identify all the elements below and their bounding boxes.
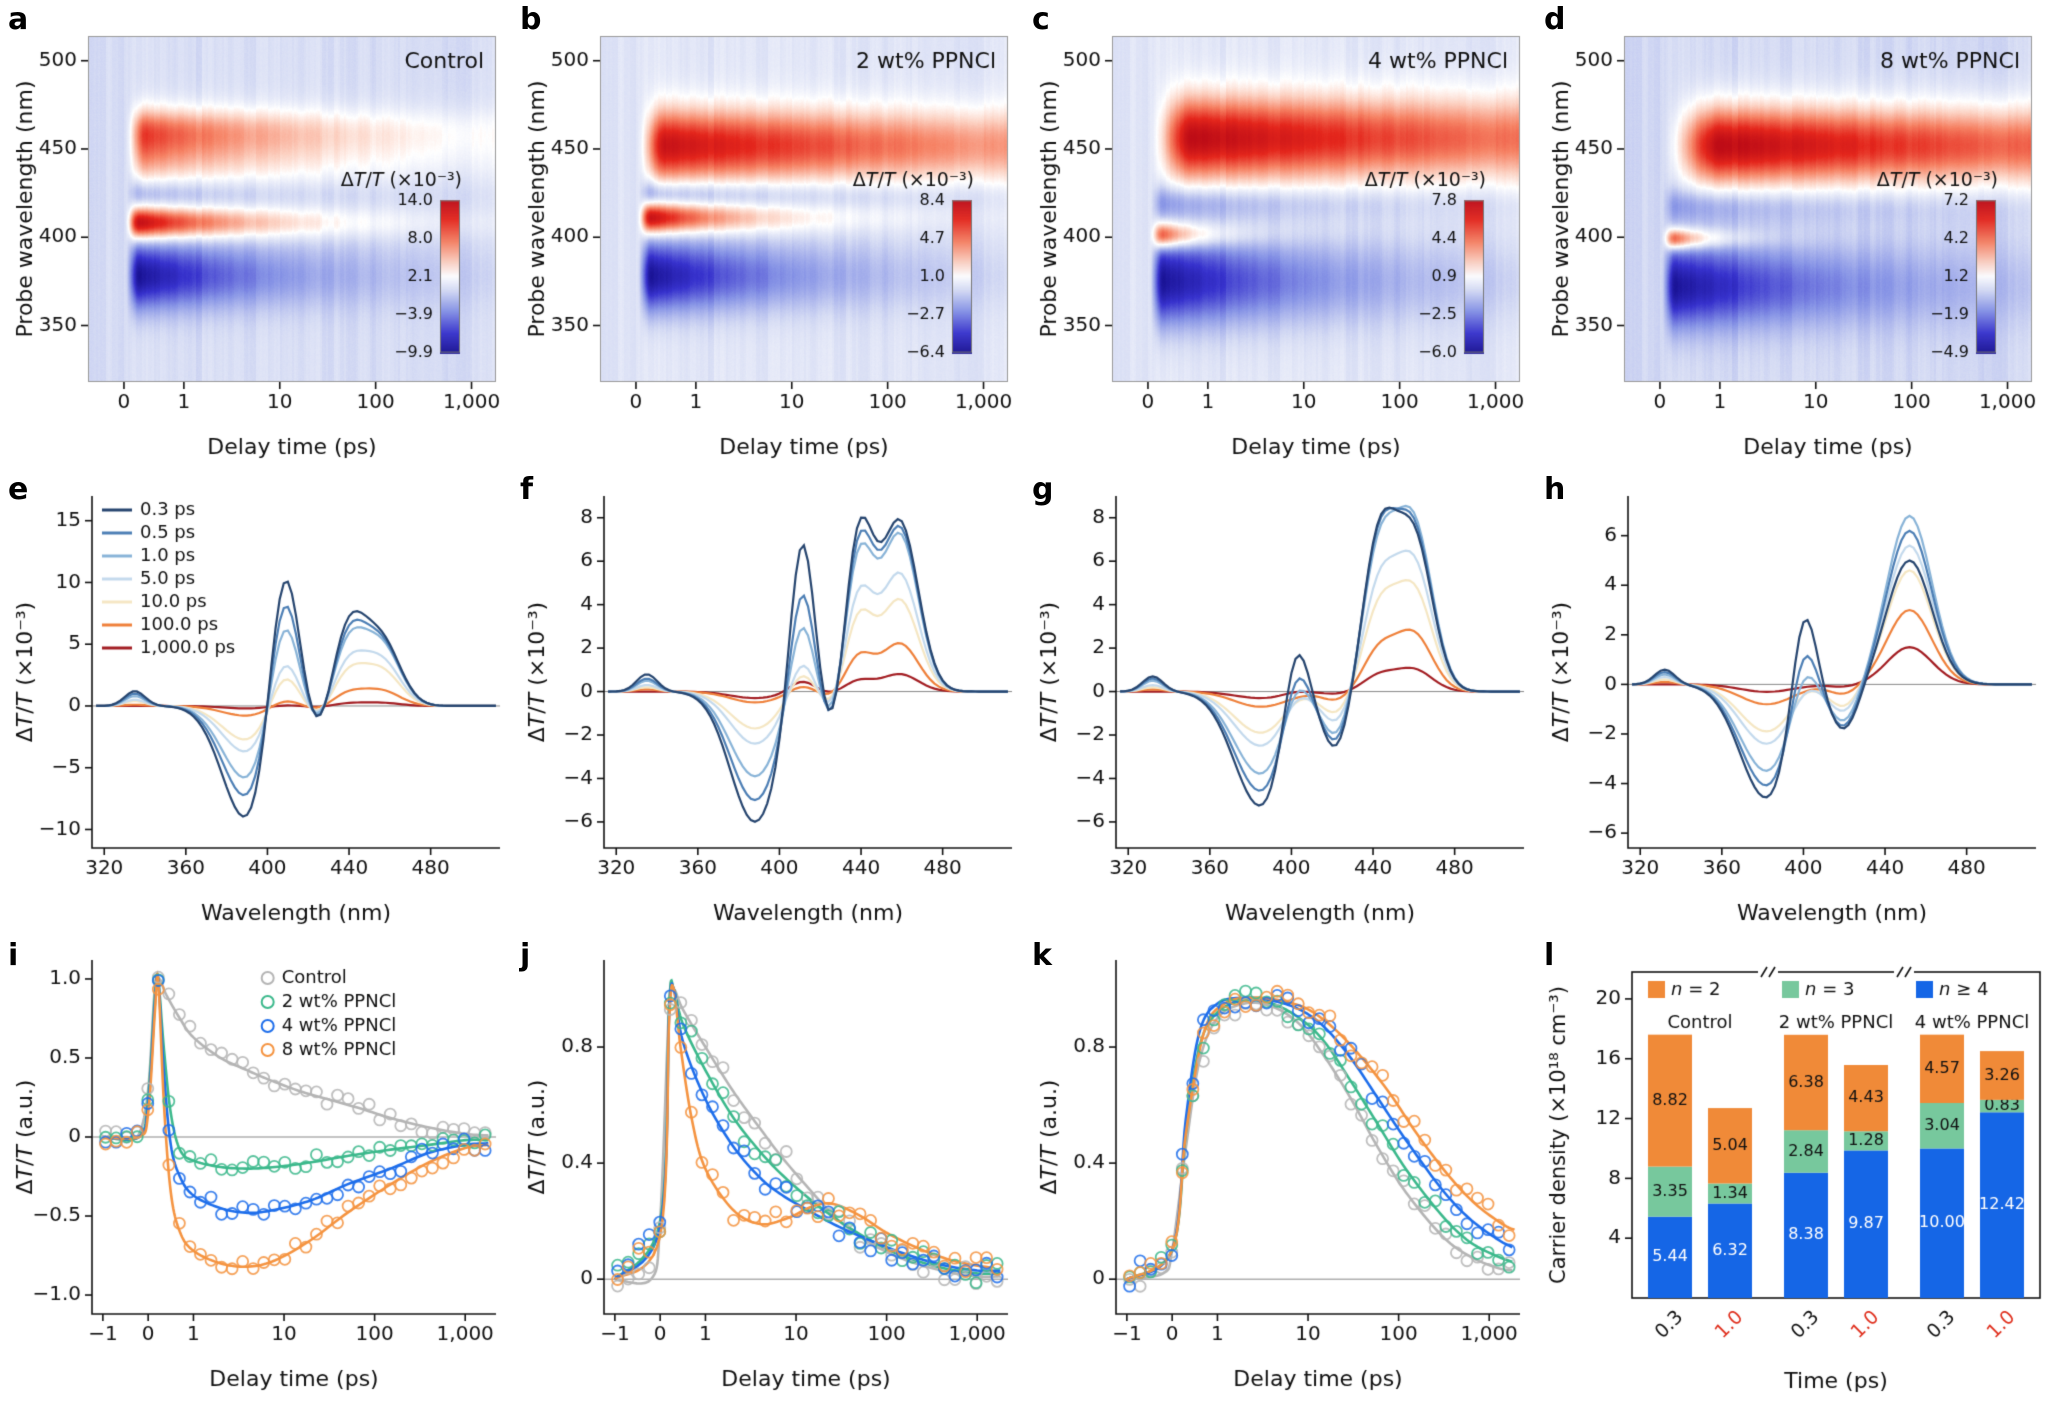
panel-g-spectra-canvas (1024, 470, 1536, 936)
panel-letter-d: d (1544, 2, 1566, 37)
panel-k: k (1024, 936, 1536, 1402)
panel-i-kinetics-canvas (0, 936, 512, 1402)
panel-b: b (512, 0, 1024, 470)
panel-i: i (0, 936, 512, 1402)
panel-letter-a: a (8, 2, 29, 37)
panel-g: g (1024, 470, 1536, 936)
panel-c: c (1024, 0, 1536, 470)
panel-c-heatmap-canvas (1024, 0, 1536, 470)
panel-l-barchart-canvas (1536, 936, 2048, 1402)
panel-letter-e: e (8, 472, 29, 507)
panel-f-spectra-canvas (512, 470, 1024, 936)
panel-j: j (512, 936, 1024, 1402)
panel-letter-k: k (1032, 938, 1052, 973)
panel-j-kinetics-canvas (512, 936, 1024, 1402)
panel-h-spectra-canvas (1536, 470, 2048, 936)
panel-a-heatmap-canvas (0, 0, 512, 470)
panel-l: l (1536, 936, 2048, 1402)
panel-letter-i: i (8, 938, 19, 973)
panel-letter-j: j (520, 938, 531, 973)
panel-k-kinetics-canvas (1024, 936, 1536, 1402)
panel-d: d (1536, 0, 2048, 470)
panel-letter-h: h (1544, 472, 1566, 507)
panel-letter-l: l (1544, 938, 1555, 973)
panel-d-heatmap-canvas (1536, 0, 2048, 470)
panel-letter-f: f (520, 472, 534, 507)
panel-letter-g: g (1032, 472, 1054, 507)
panel-letter-c: c (1032, 2, 1050, 37)
panel-h: h (1536, 470, 2048, 936)
panel-f: f (512, 470, 1024, 936)
panel-a: a (0, 0, 512, 470)
panel-e: e (0, 470, 512, 936)
panel-letter-b: b (520, 2, 542, 37)
panel-e-spectra-canvas (0, 470, 512, 936)
panel-b-heatmap-canvas (512, 0, 1024, 470)
